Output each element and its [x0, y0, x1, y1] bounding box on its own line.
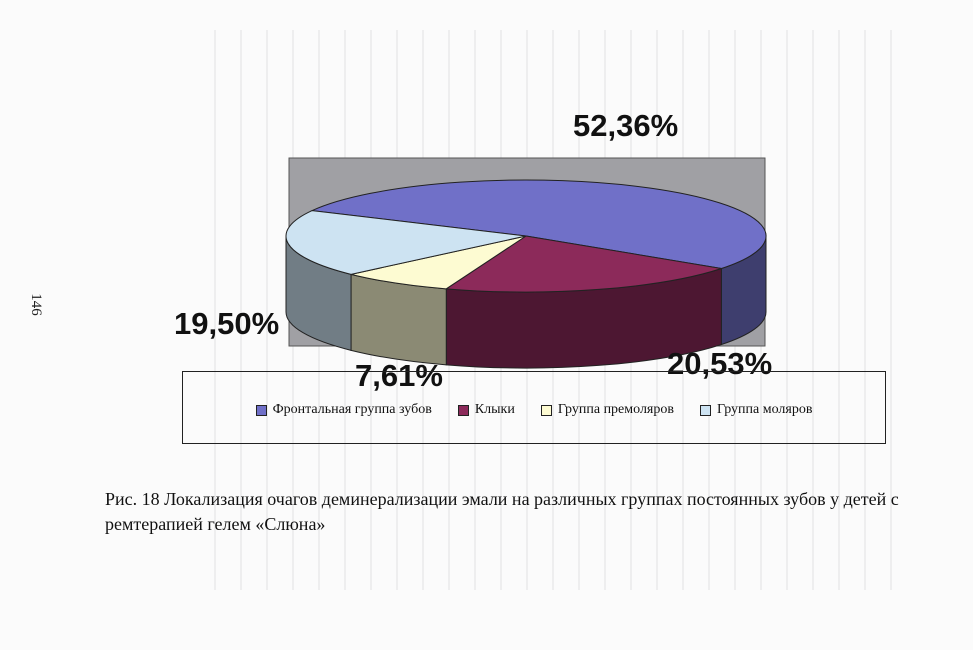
data-label-canines: 20,53% — [667, 346, 773, 381]
slice-frontal — [310, 179, 767, 270]
legend-label: Группа премоляров — [557, 402, 674, 417]
data-label-molars: 19,50% — [174, 306, 280, 341]
legend-label: Группа моляров — [717, 402, 813, 417]
data-label-frontal: 52,36% — [573, 108, 679, 143]
slice-canines — [444, 235, 722, 293]
slice-molars — [285, 210, 527, 275]
pie-tops — [285, 179, 767, 293]
legend-item-frontal: Фронтальная группа зубов — [255, 402, 432, 418]
figure-caption: Рис. 18 Локализация очагов деминерализац… — [105, 489, 899, 534]
slice-premolars — [350, 235, 527, 290]
legend-item-molars: Группа моляров — [700, 402, 812, 418]
pie-sides — [285, 235, 767, 369]
legend-swatch — [255, 404, 267, 416]
legend-label: Фронтальная группа зубов — [272, 402, 432, 417]
legend-swatch — [700, 404, 711, 416]
legend-label: Клыки — [474, 402, 515, 417]
legend-swatch — [457, 404, 469, 416]
data-label-premolars: 7,61% — [355, 358, 443, 393]
legend-item-premolars: Группа премоляров — [540, 402, 674, 418]
legend-swatch — [540, 404, 552, 416]
chart-legend: Фронтальная группа зубов Клыки Группа пр… — [182, 371, 886, 444]
legend-item-canines: Клыки — [457, 402, 515, 418]
